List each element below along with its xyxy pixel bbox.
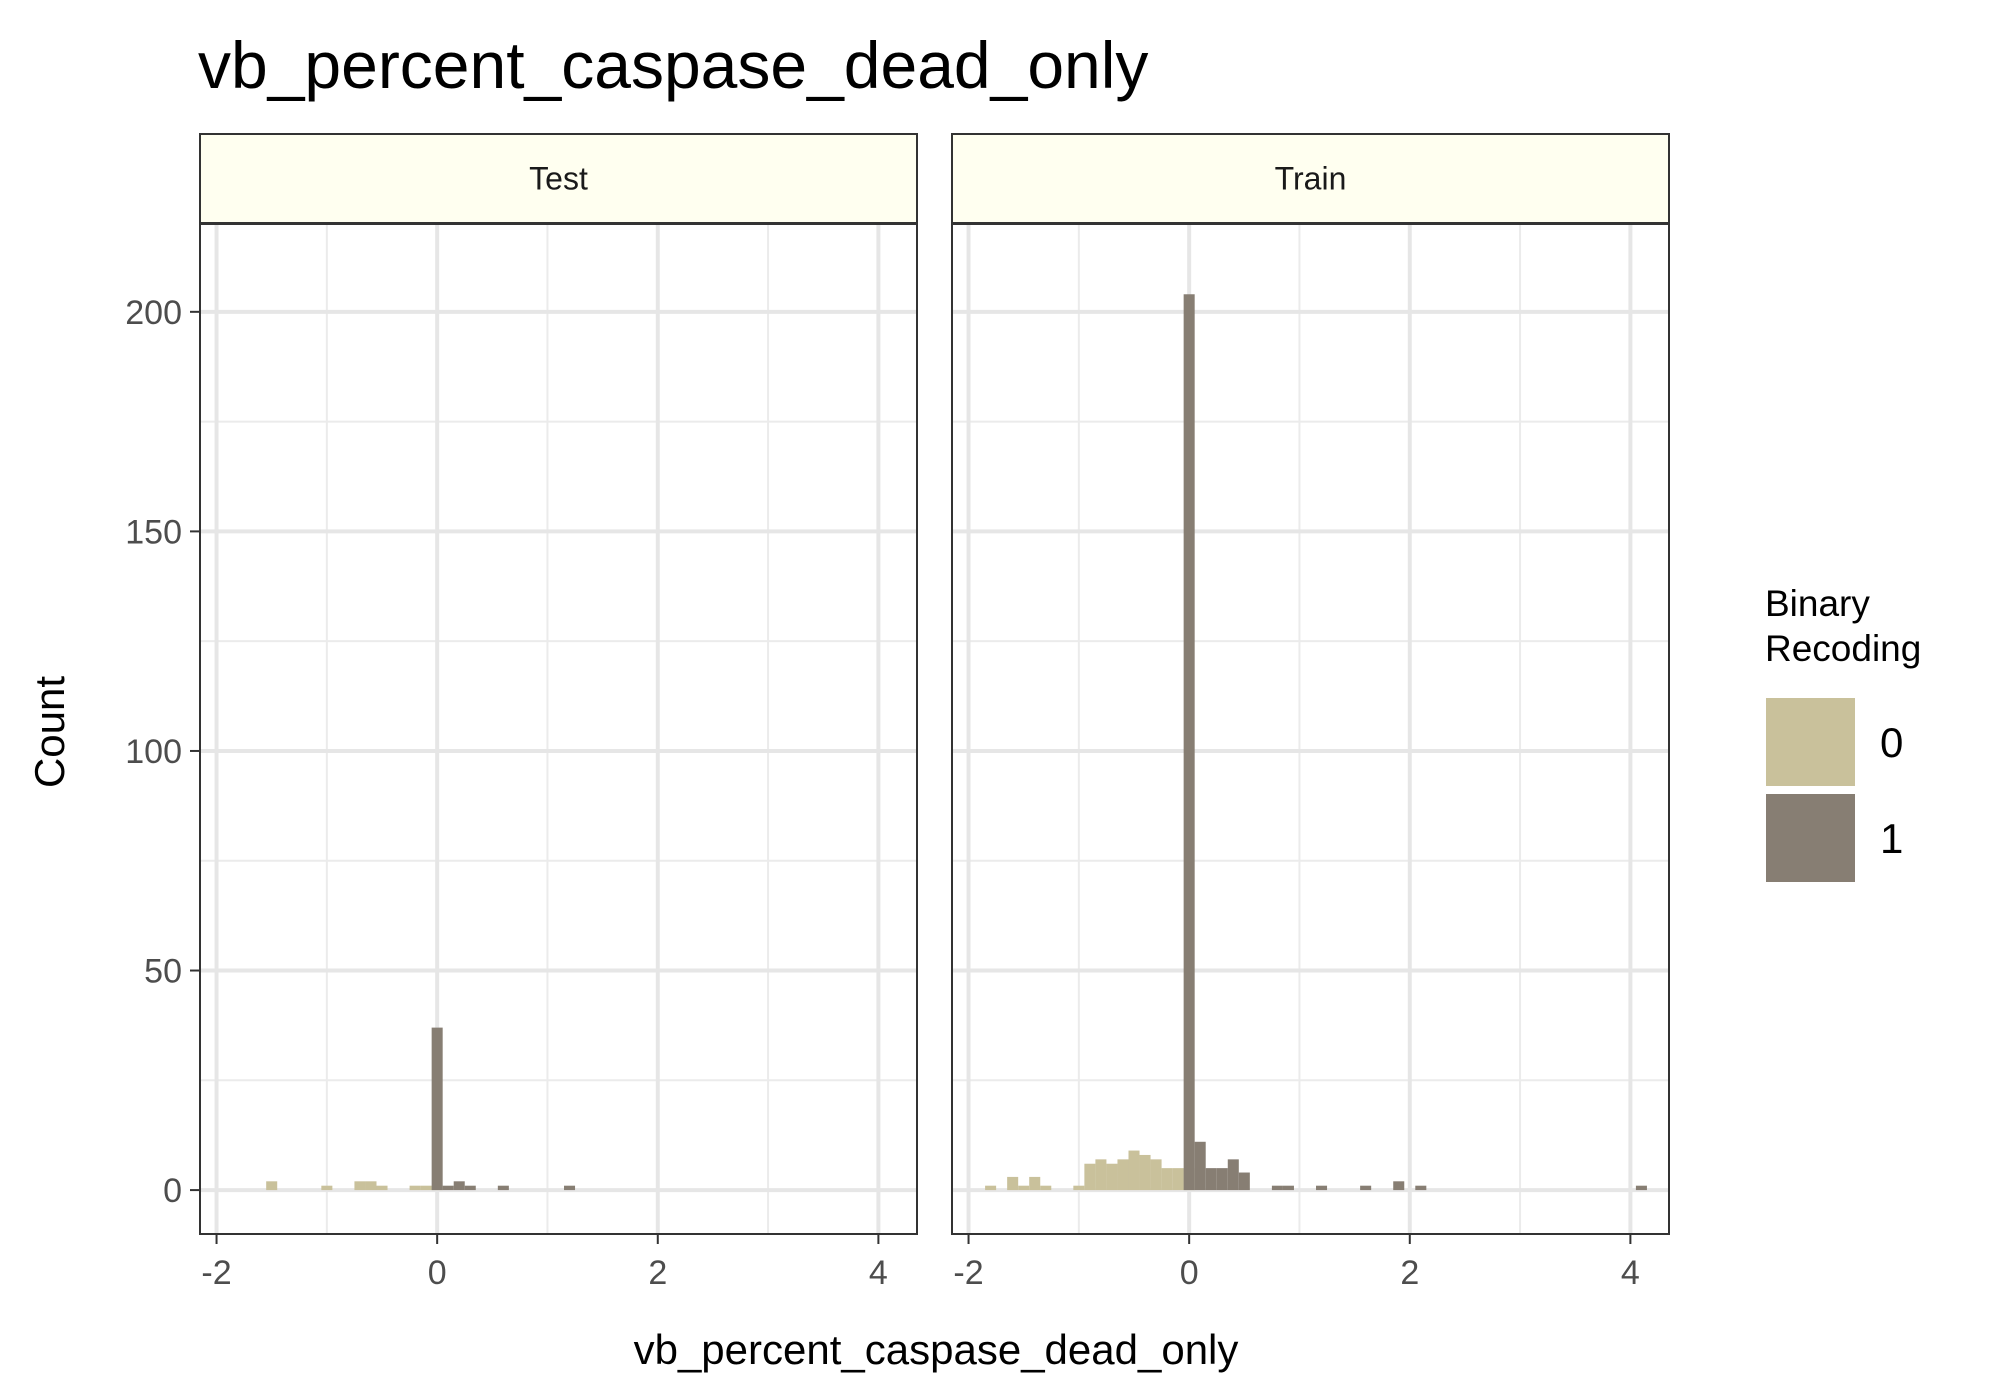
panel-train: Train -2 0 2 4 <box>951 133 1670 1292</box>
histogram-bar <box>409 1185 421 1191</box>
histogram-bar <box>1040 1185 1052 1191</box>
histogram-bar <box>431 1027 443 1191</box>
y-tick-label: 0 <box>163 1172 182 1210</box>
grid-lines <box>952 224 1669 1234</box>
panel-test: Test -2 0 2 4 0 50 100 150 200 <box>125 133 918 1292</box>
facet-panels: Test -2 0 2 4 0 50 100 150 200 Train -2 0 2 4 <box>125 133 1670 1292</box>
histogram-bar <box>1205 1168 1217 1191</box>
x-tick-label: 2 <box>1400 1254 1419 1292</box>
x-axis-title: vb_percent_caspase_dead_only <box>634 1326 1239 1373</box>
y-tick-label: 150 <box>125 513 182 551</box>
x-tick-label: 0 <box>1180 1254 1199 1292</box>
histogram-bar <box>420 1185 432 1191</box>
histogram-bar <box>354 1181 366 1191</box>
histogram-bar <box>497 1185 509 1191</box>
strip-train <box>951 133 1670 224</box>
legend-key-0 <box>1766 698 1855 786</box>
y-axis-title: Count <box>26 676 73 788</box>
histogram-bar <box>1139 1154 1151 1191</box>
panel-border <box>951 223 1670 1235</box>
histogram-bar <box>321 1185 333 1191</box>
plot-background <box>200 224 917 1234</box>
legend-label: 1 <box>1880 815 1903 862</box>
histogram-bar <box>1393 1181 1405 1191</box>
histogram-bar <box>1029 1176 1041 1191</box>
histogram-bar <box>1007 1176 1019 1191</box>
histogram-bar <box>1084 1163 1096 1191</box>
y-tick-label: 200 <box>125 294 182 332</box>
histogram-bar <box>1271 1185 1283 1191</box>
histogram-bar <box>1183 294 1195 1191</box>
histogram-bar <box>1095 1159 1107 1191</box>
histogram-bar <box>365 1181 377 1191</box>
panel-border <box>199 223 918 1235</box>
x-tick-label: -2 <box>953 1254 983 1292</box>
x-tick-label: 0 <box>428 1254 447 1292</box>
histogram-bar <box>376 1185 388 1191</box>
histogram-bar <box>1282 1185 1294 1191</box>
strip-test <box>199 133 918 224</box>
strip-label: Train <box>1275 161 1347 197</box>
histogram-bar <box>464 1185 476 1191</box>
legend-title-line: Binary <box>1765 583 1870 624</box>
x-tick-label: 2 <box>648 1254 667 1292</box>
histogram-bar <box>1635 1185 1647 1191</box>
legend-key-1 <box>1766 794 1855 882</box>
histogram-bar <box>1172 1168 1184 1191</box>
histogram-bar <box>1316 1185 1328 1191</box>
y-tick-label: 100 <box>125 733 182 771</box>
x-tick-label: -2 <box>201 1254 231 1292</box>
histogram-bar <box>1073 1185 1085 1191</box>
histogram-bar <box>1128 1150 1140 1191</box>
x-tick-label: 4 <box>869 1254 888 1292</box>
histogram-bar <box>1018 1185 1030 1191</box>
plot-background <box>952 224 1669 1234</box>
histogram-bar <box>985 1185 997 1191</box>
histogram-bar <box>1238 1172 1250 1191</box>
histogram-bar <box>266 1181 278 1191</box>
histogram-bar <box>1415 1185 1427 1191</box>
histogram-bar <box>1106 1163 1118 1191</box>
histogram-bar <box>1227 1159 1239 1191</box>
x-tick-label: 4 <box>1621 1254 1640 1292</box>
grid-lines <box>200 224 917 1234</box>
bars <box>985 294 1647 1191</box>
histogram-bar <box>1161 1168 1173 1191</box>
histogram-bar <box>442 1185 454 1191</box>
strip-label: Test <box>529 161 588 197</box>
histogram-bar <box>1117 1159 1129 1191</box>
bars <box>266 1027 576 1191</box>
histogram-bar <box>564 1185 576 1191</box>
chart-title: vb_percent_caspase_dead_only <box>198 28 1148 102</box>
legend-title-line: Recoding <box>1765 628 1921 669</box>
histogram-bar <box>1194 1141 1206 1191</box>
legend-label: 0 <box>1880 719 1903 766</box>
y-tick-label: 50 <box>144 953 182 991</box>
histogram-bar <box>1216 1168 1228 1191</box>
histogram-bar <box>1360 1185 1372 1191</box>
histogram-bar <box>1150 1159 1162 1191</box>
histogram-bar <box>453 1181 465 1191</box>
